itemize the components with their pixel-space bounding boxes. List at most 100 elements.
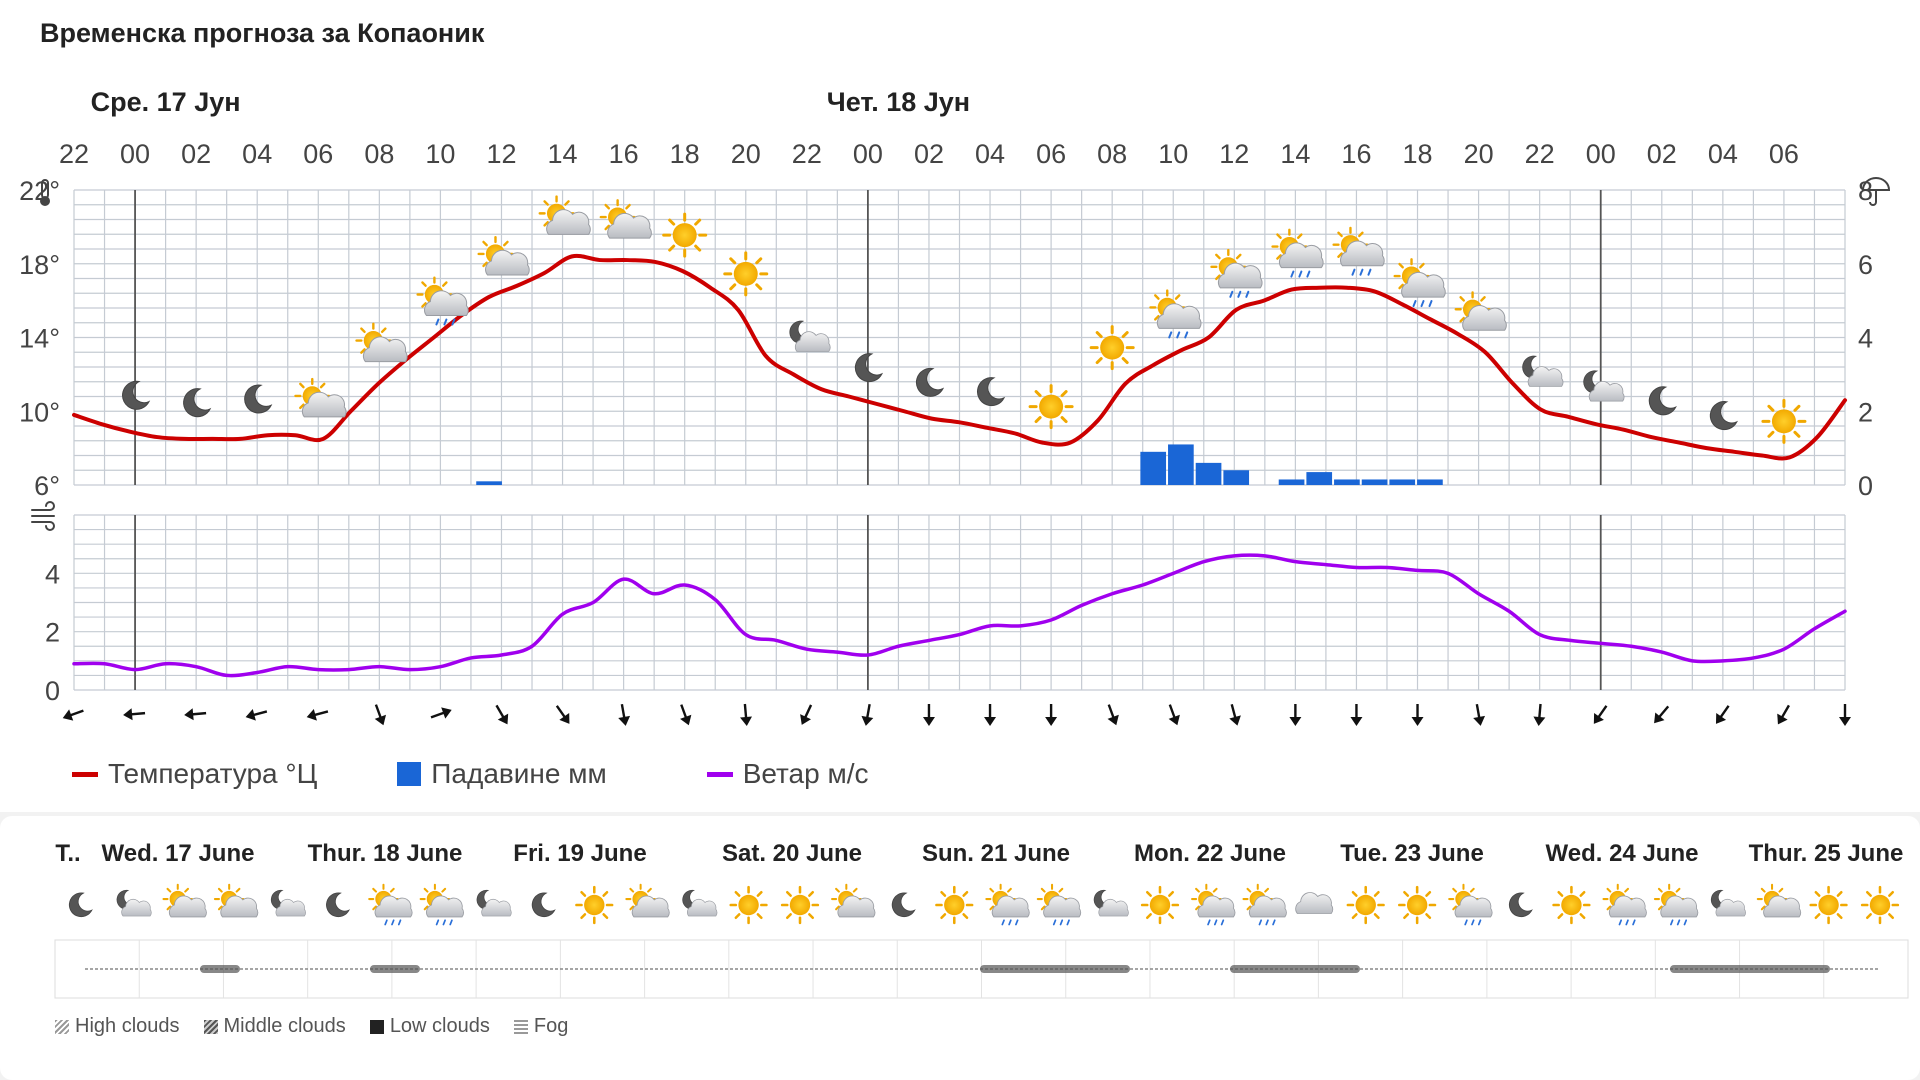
legend-precipitation-swatch — [397, 762, 421, 786]
sun-cloud-icon — [626, 885, 669, 917]
sun-cloud-icon — [1456, 292, 1507, 330]
x-tick-label: 12 — [486, 139, 516, 169]
middle-clouds-band — [370, 965, 420, 973]
day-label: Sun. 21 June — [922, 840, 1070, 867]
wind-direction-arrow — [370, 703, 389, 728]
x-tick-label: 00 — [1586, 139, 1616, 169]
sun-cloud-rain-icon — [1243, 885, 1286, 925]
wind-icon — [32, 502, 54, 530]
x-tick-label: 02 — [1647, 139, 1677, 169]
moon-cloud-icon — [1094, 890, 1128, 916]
moon-cloud-icon — [1584, 371, 1624, 401]
sun-icon — [1763, 400, 1805, 442]
legend-wind-swatch — [707, 772, 733, 777]
sun-cloud-icon — [479, 237, 530, 275]
x-tick-label: 18 — [670, 139, 700, 169]
sun-cloud-icon — [540, 197, 591, 235]
wind-direction-arrow — [1412, 704, 1424, 726]
wind-direction-arrow — [1589, 702, 1611, 727]
x-tick-label: 22 — [792, 139, 822, 169]
moon-cloud-icon — [271, 890, 305, 916]
legend-precipitation-label: Падавине мм — [431, 758, 606, 790]
cloud-legend: High clouds Middle clouds Low clouds Fog — [55, 1015, 592, 1038]
legend-fog: Fog — [514, 1015, 568, 1038]
legend-low-clouds-label: Low clouds — [390, 1015, 490, 1038]
legend-wind-label: Ветар м/с — [743, 758, 869, 790]
sun-cloud-icon — [357, 324, 408, 362]
moon-cloud-icon — [477, 890, 511, 916]
sun-cloud-rain-icon — [1212, 250, 1263, 297]
x-tick-label: 04 — [975, 139, 1005, 169]
wind-direction-arrow — [61, 705, 86, 724]
sun-icon — [1030, 386, 1072, 428]
wind-direction-arrow — [1226, 703, 1243, 727]
moon-icon — [184, 389, 211, 417]
wind-direction-arrow — [1711, 702, 1733, 727]
sun-icon — [1348, 887, 1384, 923]
legend-temperature-swatch — [72, 772, 98, 777]
moon-icon — [892, 893, 915, 917]
x-tick-label: 18 — [1402, 139, 1432, 169]
x-tick-label: 10 — [1158, 139, 1188, 169]
date-label: Сре. 17 Јун — [91, 87, 241, 117]
wind-direction-arrow — [860, 703, 876, 727]
wind-direction-arrow — [1164, 703, 1183, 728]
legend-precipitation: Падавине мм — [397, 758, 606, 790]
day-label: Sat. 20 June — [722, 840, 862, 867]
sun-icon — [1142, 887, 1178, 923]
x-tick-label: 04 — [242, 139, 272, 169]
sun-cloud-rain-icon — [1655, 885, 1698, 925]
x-tick-label: 06 — [1769, 139, 1799, 169]
sun-icon — [731, 887, 767, 923]
y-left-tick-label: 10° — [19, 397, 60, 427]
x-tick-label: 02 — [914, 139, 944, 169]
x-tick-label: 22 — [59, 139, 89, 169]
middle-clouds-band — [980, 965, 1130, 973]
sun-icon — [664, 214, 706, 256]
precipitation-bar — [1306, 472, 1332, 485]
moon-cloud-icon — [683, 890, 717, 916]
wind-direction-arrow — [491, 702, 512, 727]
precipitation-bar — [1334, 479, 1360, 485]
x-tick-label: 12 — [1219, 139, 1249, 169]
wind-direction-arrow — [739, 704, 753, 727]
sun-cloud-icon — [215, 885, 258, 917]
moon-cloud-icon — [1711, 890, 1745, 916]
wind-direction-arrow — [796, 702, 816, 727]
sun-cloud-rain-icon — [1395, 259, 1446, 306]
sun-cloud-icon — [832, 885, 875, 917]
fog-swatch — [514, 1020, 528, 1034]
legend-temperature-label: Температура °Ц — [108, 758, 317, 790]
legend-fog-label: Fog — [534, 1015, 568, 1038]
wind-direction-arrow — [552, 702, 574, 727]
wind-direction-arrow — [1289, 704, 1301, 726]
y-left-tick-label: 6° — [34, 471, 60, 501]
wind-direction-arrow — [429, 704, 454, 723]
precipitation-bar — [1140, 452, 1166, 485]
day-label: Tue. 23 June — [1340, 840, 1484, 867]
moon-icon — [1509, 893, 1532, 917]
sun-cloud-rain-icon — [1449, 885, 1492, 925]
wind-y-tick-label: 4 — [45, 559, 60, 589]
x-tick-label: 00 — [853, 139, 883, 169]
y-right-tick-label: 4 — [1858, 324, 1873, 354]
sun-cloud-rain-icon — [1038, 885, 1081, 925]
wind-direction-arrow — [1773, 702, 1794, 727]
x-tick-label: 14 — [1280, 139, 1310, 169]
sun-cloud-rain-icon — [1273, 230, 1324, 277]
day-label: Fri. 19 June — [513, 840, 646, 867]
legend-wind: Ветар м/с — [707, 758, 869, 790]
day-label: Thur. 25 June — [1749, 840, 1904, 867]
sun-icon — [1399, 887, 1435, 923]
middle-clouds-band — [1230, 965, 1360, 973]
middle-clouds-swatch — [204, 1020, 218, 1034]
sun-cloud-rain-icon — [1150, 291, 1201, 338]
y-left-tick-label: 14° — [19, 324, 60, 354]
wind-direction-arrow — [1350, 704, 1362, 726]
x-tick-label: 16 — [1341, 139, 1371, 169]
cloud-icon — [1296, 893, 1333, 914]
sun-icon — [1811, 887, 1847, 923]
sun-icon — [1091, 327, 1133, 369]
wind-direction-arrow — [984, 704, 996, 726]
sun-cloud-rain-icon — [421, 885, 464, 925]
